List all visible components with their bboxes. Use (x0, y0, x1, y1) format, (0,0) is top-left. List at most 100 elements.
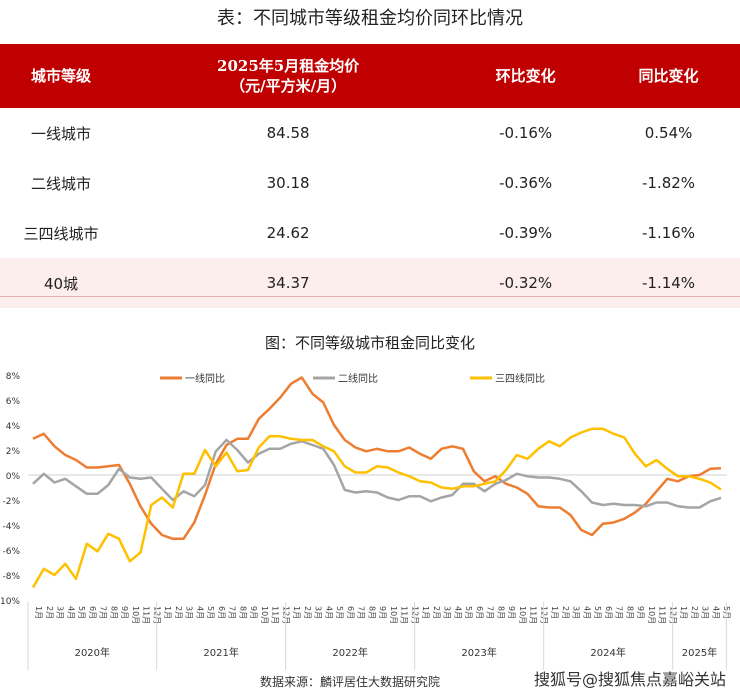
y-tick-label: -8% (2, 572, 20, 582)
y-tick-label: 0% (6, 472, 21, 482)
x-tick-month: 2月 (174, 606, 183, 619)
header-mom: 环比变化 (454, 44, 598, 108)
x-tick-month: 1月 (679, 606, 688, 619)
x-tick-month: 3月 (572, 606, 581, 619)
x-year-label: 2024年 (590, 646, 625, 659)
x-tick-month: 7月 (615, 606, 624, 619)
x-tick-month: 8月 (625, 606, 634, 619)
x-tick-month: 1月 (34, 606, 43, 619)
x-tick-month: 4月 (711, 606, 720, 619)
y-tick-label: 8% (6, 372, 21, 382)
x-tick-month: 7月 (228, 606, 237, 619)
x-tick-month: 10月 (260, 606, 269, 624)
cell-yoy: -1.82% (642, 174, 696, 192)
x-tick-month: 4月 (324, 606, 333, 619)
y-tick-label: 6% (6, 397, 21, 407)
cell-tier: 二线城市 (30, 174, 91, 193)
x-tick-month: 4月 (582, 606, 591, 619)
x-year-label: 2023年 (461, 646, 496, 659)
cell-tier: 三四线城市 (23, 224, 99, 243)
x-tick-month: 6月 (604, 606, 613, 619)
x-tick-month: 3月 (185, 606, 194, 619)
y-tick-label: -4% (2, 522, 20, 532)
x-year-label: 2025年 (682, 646, 717, 659)
x-tick-month: 2月 (45, 606, 54, 619)
x-tick-month: 11月 (658, 606, 667, 624)
x-tick-month: 1月 (421, 606, 430, 619)
x-tick-month: 9月 (249, 606, 258, 619)
y-tick-label: -6% (2, 547, 20, 557)
cell-tier: 40城 (0, 258, 122, 308)
x-tick-month: 10月 (518, 606, 527, 624)
table-row: 二线城市 30.18 -0.36% -1.82% (0, 158, 740, 208)
table-row: 一线城市 84.58 -0.16% 0.54% (0, 108, 740, 158)
cell-mom: -0.32% (454, 258, 598, 308)
chart-title: 图：不同等级城市租金同比变化 (265, 334, 475, 352)
header-price-line1: 2025年5月租金均价 (217, 57, 360, 75)
x-tick-month: 11月 (271, 606, 280, 624)
x-tick-month: 4月 (66, 606, 75, 619)
x-tick-month: 6月 (475, 606, 484, 619)
x-tick-month: 9月 (636, 606, 645, 619)
cell-yoy: -1.16% (642, 224, 696, 242)
x-tick-month: 7月 (357, 606, 366, 619)
legend-label: 一线同比 (185, 372, 225, 385)
x-tick-month: 9月 (378, 606, 387, 619)
y-tick-label: -2% (2, 497, 20, 507)
x-tick-month: 5月 (593, 606, 602, 619)
x-tick-month: 8月 (109, 606, 118, 619)
cell-yoy: 0.54% (644, 124, 693, 142)
series-line-3 (31, 427, 722, 589)
x-year-label: 2020年 (75, 646, 110, 659)
cell-price: 30.18 (266, 174, 310, 192)
header-price: 2025年5月租金均价 （元/平方米/月） (122, 44, 455, 108)
series-line-1 (32, 376, 722, 541)
x-tick-month: 6月 (88, 606, 97, 619)
data-source: 数据来源：麟评居住大数据研究院 (259, 675, 440, 689)
x-tick-month: 10月 (389, 606, 398, 624)
cell-price: 84.58 (266, 124, 310, 142)
cell-tier: 一线城市 (30, 124, 91, 143)
x-tick-month: 11月 (142, 606, 151, 624)
table-row-highlight: 40城 34.37 -0.32% -1.14% (0, 258, 740, 308)
table-header-row: 城市等级 2025年5月租金均价 （元/平方米/月） 环比变化 同比变化 (0, 44, 740, 108)
legend-label: 三四线同比 (495, 372, 545, 385)
x-tick-month: 2月 (561, 606, 570, 619)
y-tick-label: -10% (0, 597, 20, 607)
x-tick-month: 1月 (292, 606, 301, 619)
x-tick-month: 3月 (56, 606, 65, 619)
x-tick-month: 6月 (217, 606, 226, 619)
x-tick-month: 4月 (195, 606, 204, 619)
x-tick-month: 11月 (400, 606, 409, 624)
watermark: 搜狐号@搜狐焦点嘉峪关站 (533, 670, 726, 689)
x-tick-month: 1月 (163, 606, 172, 619)
header-price-unit: （元/平方米/月） (230, 77, 347, 95)
x-tick-month: 4月 (453, 606, 462, 619)
x-tick-month: 1月 (550, 606, 559, 619)
x-tick-month: 8月 (496, 606, 505, 619)
x-tick-month: 3月 (701, 606, 710, 619)
header-tier: 城市等级 (0, 44, 122, 108)
x-tick-month: 2月 (303, 606, 312, 619)
x-tick-month: 10月 (647, 606, 656, 624)
x-tick-month: 7月 (486, 606, 495, 619)
x-tick-month: 10月 (131, 606, 140, 624)
legend-label: 二线同比 (338, 372, 378, 385)
cell-mom: -0.39% (499, 224, 553, 242)
x-tick-month: 9月 (507, 606, 516, 619)
x-tick-month: 5月 (335, 606, 344, 619)
x-tick-month: 9月 (120, 606, 129, 619)
x-tick-month: 2月 (432, 606, 441, 619)
x-year-label: 2022年 (332, 646, 367, 659)
x-tick-month: 11月 (529, 606, 538, 624)
x-tick-month: 8月 (367, 606, 376, 619)
table-title: 表：不同城市等级租金均价同环比情况 (217, 8, 523, 29)
cell-mom: -0.36% (499, 174, 553, 192)
table-bottom-border (0, 296, 740, 297)
x-tick-month: 6月 (346, 606, 355, 619)
table-row: 三四线城市 24.62 -0.39% -1.16% (0, 208, 740, 258)
cell-mom: -0.16% (499, 124, 553, 142)
x-tick-month: 3月 (443, 606, 452, 619)
cell-price: 24.62 (266, 224, 310, 242)
x-tick-month: 7月 (99, 606, 108, 619)
